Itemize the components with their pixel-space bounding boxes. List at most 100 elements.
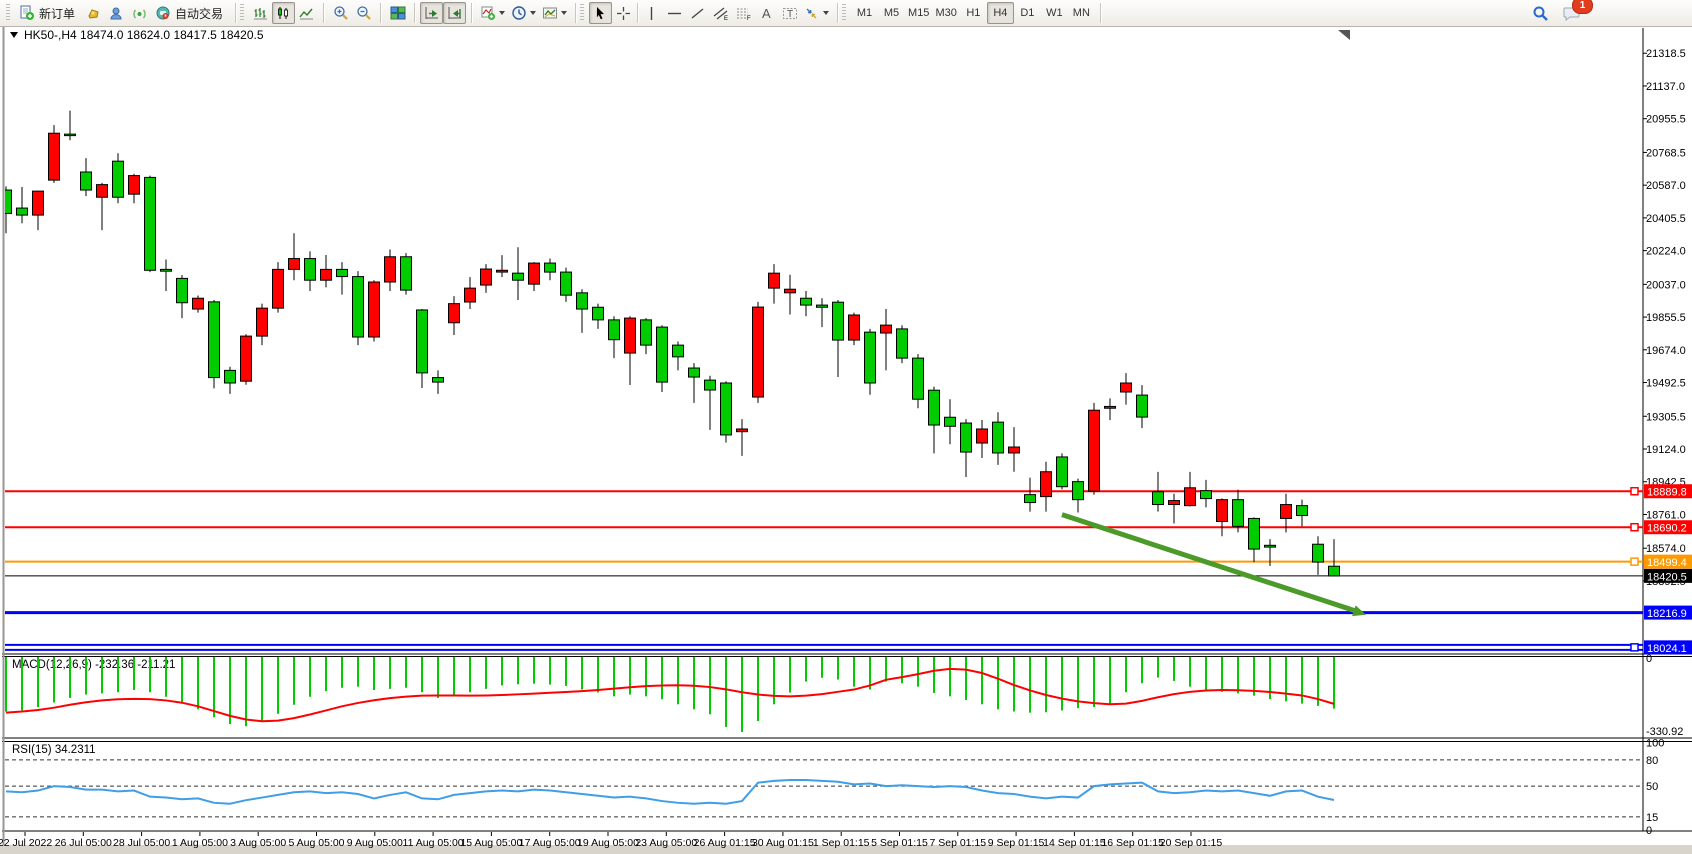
vertical-line-icon bbox=[650, 6, 653, 20]
candle-body bbox=[1312, 543, 1324, 563]
text-button[interactable]: A bbox=[755, 2, 778, 24]
line-anchor-marker[interactable] bbox=[1630, 643, 1639, 652]
indicators-icon bbox=[481, 6, 496, 20]
candlestick bbox=[736, 419, 748, 456]
timeframe-m15-button[interactable]: M15 bbox=[905, 2, 932, 24]
x-axis-label: 9 Aug 05:00 bbox=[347, 837, 403, 849]
candle-body bbox=[48, 132, 60, 181]
candlestick bbox=[592, 303, 604, 329]
candle-body bbox=[400, 256, 412, 291]
templates-dropdown-caret[interactable] bbox=[561, 11, 568, 15]
candle-body bbox=[1120, 382, 1132, 393]
candlestick bbox=[32, 190, 44, 231]
candlestick-chart-button[interactable] bbox=[272, 2, 296, 24]
candle-body bbox=[976, 428, 988, 444]
horizontal-line-button[interactable] bbox=[663, 2, 686, 24]
candlestick bbox=[1056, 453, 1068, 490]
candlestick bbox=[1248, 517, 1260, 563]
y-axis-tick-label: 19674.0 bbox=[1646, 345, 1686, 357]
new-order-button[interactable]: 新订单 bbox=[15, 2, 82, 24]
channel-button[interactable]: E bbox=[709, 2, 732, 24]
x-axis-label: 1 Aug 05:00 bbox=[172, 837, 228, 849]
trend-arrow-head[interactable] bbox=[1352, 605, 1366, 617]
price-level-badge-text: 18216.9 bbox=[1647, 608, 1687, 620]
line-anchor-marker[interactable] bbox=[1630, 557, 1639, 566]
rsi-axis-label: 100 bbox=[1646, 737, 1664, 749]
candle-body bbox=[96, 184, 108, 198]
indicators-dropdown-caret[interactable] bbox=[499, 11, 506, 15]
vertical-line-button[interactable] bbox=[640, 2, 663, 24]
notification-badge[interactable]: 1 bbox=[1572, 0, 1593, 14]
autotrading-button[interactable]: 自动交易 bbox=[151, 2, 230, 24]
x-axis-label: 23 Aug 05:00 bbox=[635, 837, 697, 849]
timeframe-h4-button[interactable]: H4 bbox=[986, 2, 1014, 24]
auto-scroll-button[interactable] bbox=[420, 2, 444, 24]
arrows-button[interactable] bbox=[801, 2, 832, 24]
indicators-button[interactable] bbox=[477, 2, 508, 24]
chart-shift-button[interactable] bbox=[443, 2, 467, 24]
candle-body bbox=[160, 268, 172, 272]
macd-pane bbox=[5, 657, 1335, 732]
bar-chart-button[interactable] bbox=[249, 2, 272, 24]
zoom-out-button[interactable] bbox=[352, 2, 375, 24]
line-anchor-marker[interactable] bbox=[1630, 486, 1639, 496]
search-button[interactable] bbox=[1529, 3, 1552, 25]
tile-windows-icon bbox=[390, 6, 406, 20]
candle-body bbox=[1184, 487, 1196, 507]
arrows-dropdown-caret[interactable] bbox=[823, 11, 830, 15]
candlestick bbox=[576, 289, 588, 333]
signals-button[interactable] bbox=[128, 2, 151, 24]
y-axis-tick-label: 20587.0 bbox=[1646, 180, 1686, 192]
toolbar: 新订单 bbox=[0, 0, 1692, 27]
price-level-badge bbox=[1644, 605, 1692, 620]
text-label-button[interactable]: T bbox=[778, 2, 801, 24]
candle-body bbox=[672, 344, 684, 358]
profile-button[interactable] bbox=[105, 2, 128, 24]
crosshair-button[interactable] bbox=[612, 2, 635, 24]
candle-body bbox=[368, 281, 380, 338]
x-axis-label: 26 Jul 05:00 bbox=[55, 837, 112, 849]
candle-body bbox=[1136, 394, 1148, 418]
periods-dropdown-caret[interactable] bbox=[530, 11, 537, 15]
candlestick bbox=[1136, 385, 1148, 429]
candlestick bbox=[656, 325, 668, 393]
y-axis-tick-label: 20955.5 bbox=[1646, 114, 1686, 126]
quotes-button[interactable] bbox=[82, 2, 105, 24]
toolbar-separator bbox=[1099, 3, 1101, 23]
candlestick bbox=[608, 316, 620, 359]
candlestick bbox=[928, 386, 940, 454]
toolbar-grip bbox=[240, 4, 245, 22]
line-chart-button[interactable] bbox=[295, 2, 318, 24]
symbol-dropdown-icon[interactable] bbox=[10, 32, 18, 38]
clock-periods-icon bbox=[512, 6, 526, 20]
x-axis-label: 5 Sep 01:15 bbox=[871, 837, 928, 849]
scroll-group bbox=[417, 0, 469, 27]
periods-button[interactable] bbox=[508, 2, 539, 24]
timeframe-h1-button[interactable]: H1 bbox=[960, 2, 987, 24]
timeframe-m30-button[interactable]: M30 bbox=[932, 2, 959, 24]
timeframe-w1-button[interactable]: W1 bbox=[1041, 2, 1068, 24]
timeframe-mn-button[interactable]: MN bbox=[1068, 2, 1095, 24]
candle-body bbox=[864, 331, 876, 384]
candle-body bbox=[528, 262, 540, 285]
y-axis-tick-label: 21137.0 bbox=[1646, 81, 1685, 93]
svg-text:A: A bbox=[762, 6, 771, 21]
timeframe-m1-button[interactable]: M1 bbox=[851, 2, 878, 24]
tile-windows-button[interactable] bbox=[386, 2, 409, 24]
x-axis-label: 20 Sep 01:15 bbox=[1160, 837, 1223, 849]
candlestick bbox=[224, 366, 236, 394]
candlestick bbox=[848, 312, 860, 346]
autotrading-robot-icon bbox=[156, 6, 170, 20]
zoom-in-button[interactable] bbox=[329, 2, 352, 24]
x-axis-label: 9 Sep 01:15 bbox=[988, 837, 1045, 849]
timeframe-d1-button[interactable]: D1 bbox=[1014, 2, 1041, 24]
fibonacci-button[interactable]: F bbox=[732, 2, 755, 24]
timeframe-m5-button[interactable]: M5 bbox=[878, 2, 905, 24]
trend-arrow-line[interactable] bbox=[1061, 512, 1359, 615]
templates-button[interactable] bbox=[539, 2, 570, 24]
cursor-button[interactable] bbox=[589, 2, 613, 24]
candlestick bbox=[752, 301, 764, 403]
line-anchor-marker[interactable] bbox=[1630, 522, 1639, 532]
chart-shift-marker[interactable] bbox=[1338, 30, 1350, 40]
trendline-button[interactable] bbox=[686, 2, 709, 24]
